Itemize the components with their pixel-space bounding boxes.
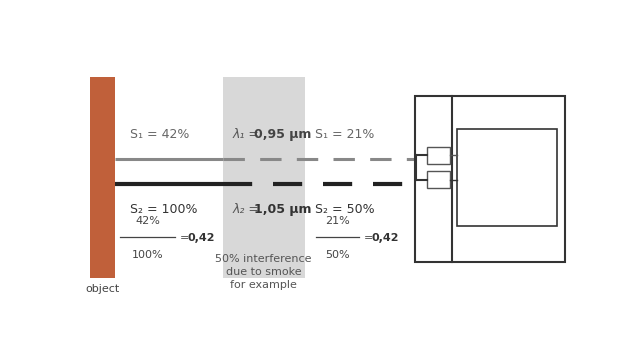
Text: 50%: 50% [325,250,350,260]
Text: 42%: 42% [135,216,160,226]
Text: detec-
tors: detec- tors [421,218,456,242]
Bar [415,96,565,262]
Text: 21%: 21% [325,216,350,226]
Text: signal
processing
unit: signal processing unit [461,212,521,248]
Text: 0,42: 0,42 [372,233,399,243]
Text: 50% interference
due to smoke
for example: 50% interference due to smoke for exampl… [216,254,312,290]
Text: S₂ = 50%: S₂ = 50% [315,203,375,216]
Text: object: object [86,284,120,294]
Bar [428,171,450,188]
Text: =: = [365,233,377,243]
Text: S₁ = 42%: S₁ = 42% [130,128,190,141]
Bar [90,77,115,279]
Text: λ₂ =: λ₂ = [232,203,263,216]
Text: 1,05 μm: 1,05 μm [254,203,311,216]
Text: 0,42: 0,42 [188,233,215,243]
Text: 100%: 100% [132,250,164,260]
Text: λ₁ =: λ₁ = [232,128,263,141]
Bar [457,129,557,226]
Text: =: = [180,233,193,243]
Bar [428,147,450,164]
Text: 0,95 μm: 0,95 μm [254,128,311,141]
Bar [223,77,305,279]
Text: S₂ = 100%: S₂ = 100% [130,203,198,216]
Text: S₁ = 21%: S₁ = 21% [315,128,374,141]
